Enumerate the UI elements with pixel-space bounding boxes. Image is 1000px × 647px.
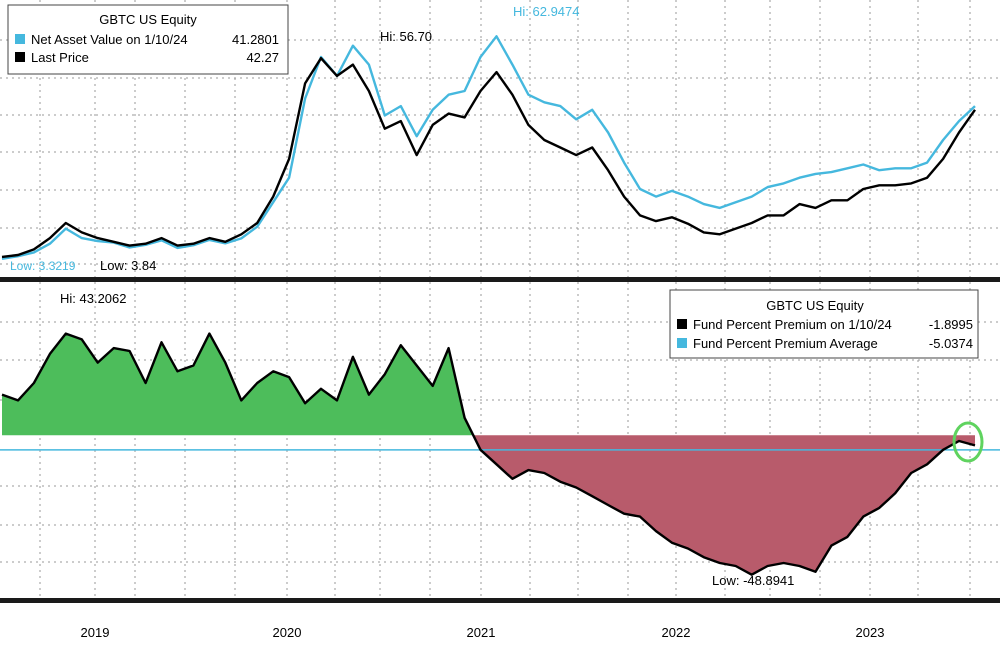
price-series-line — [1, 57, 976, 259]
year-label-2023: 2023 — [856, 625, 885, 640]
average-legend-value: -5.0374 — [929, 336, 973, 351]
premium-legend-value: -1.8995 — [929, 317, 973, 332]
bottom-legend-box — [669, 289, 979, 359]
bottom-legend-title: GBTC US Equity — [766, 298, 864, 313]
top-legend: GBTC US Equity Net Asset Value on 1/10/2… — [7, 4, 289, 75]
year-label-2022: 2022 — [662, 625, 691, 640]
nav-legend-value: 41.2801 — [232, 32, 279, 47]
top-plot — [1, 35, 976, 260]
price-legend-value: 42.27 — [246, 50, 279, 65]
premium-positive-area — [2, 333, 975, 436]
premium-low-annotation: Low: -48.8941 — [712, 573, 794, 588]
nav-series-line — [1, 35, 976, 260]
latest-value-highlight — [952, 421, 984, 463]
nav-legend-swatch — [15, 34, 25, 44]
bottom-plot — [0, 332, 1000, 576]
year-label-2019: 2019 — [81, 625, 110, 640]
year-label-2020: 2020 — [273, 625, 302, 640]
price-low-annotation: Low: 3.84 — [100, 258, 156, 273]
premium-legend-label: Fund Percent Premium on 1/10/24 — [693, 317, 892, 332]
nav-low-annotation: Low: 3.3219 — [10, 259, 76, 273]
average-legend-label: Fund Percent Premium Average — [693, 336, 878, 351]
price-legend-swatch — [15, 52, 25, 62]
x-axis: 2019 2020 2021 2022 2023 — [81, 625, 885, 640]
bottom-legend: GBTC US Equity Fund Percent Premium on 1… — [669, 289, 979, 359]
premium-negative-area — [2, 435, 975, 575]
price-legend-label: Last Price — [31, 50, 89, 65]
panel-separator — [0, 277, 1000, 282]
price-high-annotation: Hi: 56.70 — [380, 29, 432, 44]
axis-separator — [0, 598, 1000, 603]
premium-high-annotation: Hi: 43.2062 — [60, 291, 127, 306]
nav-high-annotation: Hi: 62.9474 — [513, 4, 580, 19]
nav-legend-label: Net Asset Value on 1/10/24 — [31, 32, 188, 47]
year-label-2021: 2021 — [467, 625, 496, 640]
top-legend-title: GBTC US Equity — [99, 12, 197, 27]
premium-series-line — [1, 332, 976, 576]
premium-legend-swatch — [677, 319, 687, 329]
average-legend-swatch — [677, 338, 687, 348]
top-legend-box — [7, 4, 289, 75]
